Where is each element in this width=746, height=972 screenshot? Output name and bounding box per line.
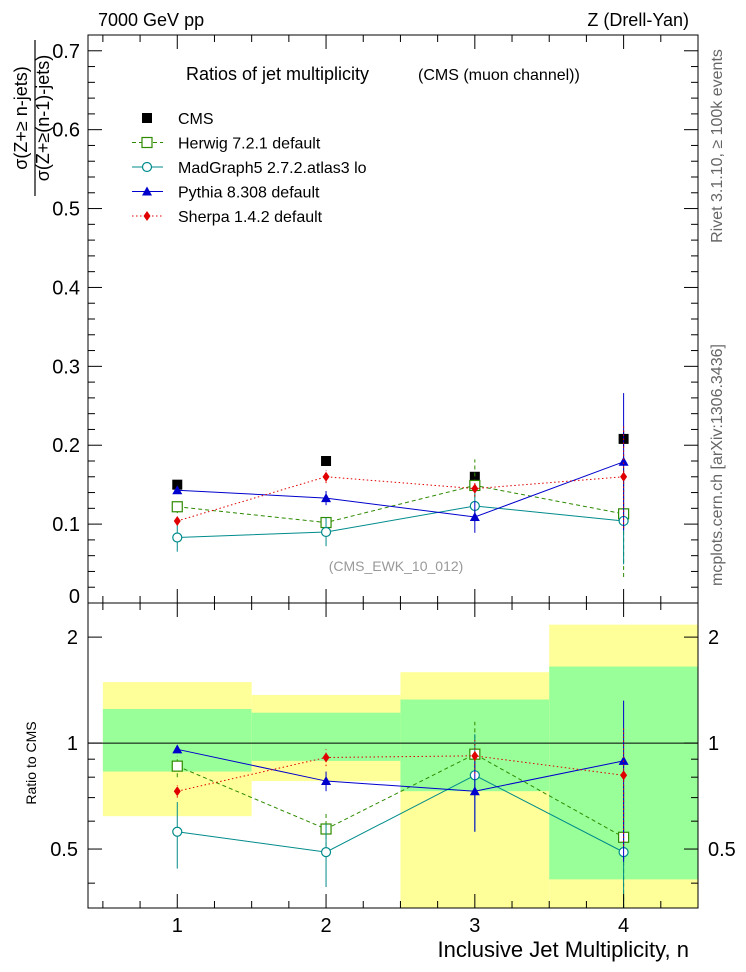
series-line (177, 461, 624, 518)
data-point (171, 501, 183, 513)
ratio-y-axis-label: Ratio to CMS (23, 721, 39, 804)
legend-label: Sherpa 1.4.2 default (178, 209, 323, 226)
ratio-y-tick-label-right: 1 (708, 733, 719, 755)
legend-entry-cms: CMS (142, 111, 214, 128)
header-collision: 7000 GeV pp (98, 10, 204, 30)
y-tick-label: 0.4 (52, 277, 80, 299)
ratio-plot: 0.5 0.5 1 1 2 2 1 2 3 4 (50, 602, 736, 937)
mcplots-label: mcplots.cern.ch [arXiv:1306.3436] (709, 344, 726, 586)
chart-subtitle: (CMS (muon channel)) (418, 67, 580, 84)
data-point (320, 526, 332, 538)
ratio-point (321, 776, 332, 786)
data-point (620, 471, 628, 482)
ratio-y-tick-label-right: 2 (708, 627, 719, 649)
ratio-line (177, 753, 624, 838)
ratio-y-tick-label: 0.5 (50, 839, 78, 861)
legend-label: MadGraph5 2.7.2.atlas3 lo (178, 160, 367, 177)
ratio-point (172, 826, 183, 837)
ratio-point (620, 770, 628, 781)
data-point (173, 515, 181, 526)
series-madgraph5 (172, 477, 629, 565)
data-point (618, 456, 629, 466)
legend-marker (141, 161, 153, 173)
y-tick-label: 0.1 (52, 514, 80, 536)
ratio-point (322, 752, 330, 763)
ratio-point (171, 760, 183, 772)
data-point (469, 512, 480, 522)
legend-entry-pythia: Pythia 8.308 default (132, 185, 320, 202)
ratio-y-tick-label: 1 (67, 733, 78, 755)
data-point (471, 483, 479, 494)
rivet-version-label: Rivet 3.1.10, ≥ 100k events (709, 49, 726, 243)
legend-label: Herwig 7.2.1 default (178, 136, 321, 153)
legend-entry-herwig: Herwig 7.2.1 default (132, 136, 321, 153)
y-axis-label-denominator: σ(Z+≥(n-1)-jets) (33, 55, 53, 182)
data-point (321, 456, 332, 466)
ratio-y-tick-label: 2 (67, 627, 78, 649)
ratio-frame (87, 602, 699, 909)
series-cms (172, 431, 629, 490)
main-plot: 0.1 0.2 0.3 0.4 0.5 0.6 0.7 0 (52, 34, 699, 608)
series-sherpa (173, 425, 628, 529)
y-tick-label: 0.7 (52, 41, 80, 63)
series-line (177, 484, 624, 524)
data-point (469, 471, 480, 482)
legend-marker (142, 113, 152, 123)
x-tick-label: 4 (618, 915, 629, 937)
series-line (177, 505, 624, 539)
series-pythia (172, 393, 629, 533)
ratio-line (177, 748, 624, 792)
ratio-point (469, 786, 480, 796)
header-process: Z (Drell-Yan) (587, 10, 689, 30)
y-tick-label: 0.5 (52, 199, 80, 221)
legend-entry-sherpa: Sherpa 1.4.2 default (132, 209, 323, 226)
ratio-point (618, 755, 629, 765)
ratio-point (320, 847, 332, 858)
legend-label: CMS (178, 111, 214, 128)
legend-marker (143, 211, 151, 221)
chart-title: Ratios of jet multiplicity (186, 64, 369, 84)
legend-marker (141, 136, 153, 149)
y-tick-label: 0.3 (52, 356, 80, 378)
legend-marker (142, 186, 152, 196)
x-axis-label: Inclusive Jet Multiplicity, n (438, 937, 689, 962)
x-tick-label: 1 (172, 915, 183, 937)
data-point (172, 479, 183, 490)
legend-entry-madgraph5: MadGraph5 2.7.2.atlas3 lo (132, 160, 367, 177)
y-tick-label: 0.6 (52, 120, 80, 142)
legend: CMS Herwig 7.2.1 default MadGraph5 2.7.2.a… (132, 111, 367, 226)
data-point (321, 493, 332, 503)
data-point (322, 471, 330, 482)
ratio-y-tick-label-right: 0.5 (708, 839, 736, 861)
y-axis-label-numerator: σ(Z+≥ n-jets) (11, 66, 31, 170)
data-point (172, 485, 183, 495)
ratio-line (177, 774, 624, 853)
x-tick-label: 2 (320, 915, 331, 937)
analysis-id-label: (CMS_EWK_10_012) (329, 558, 464, 574)
ratio-point (173, 786, 181, 797)
legend-label: Pythia 8.308 default (178, 185, 320, 202)
y-tick-label: 0.2 (52, 435, 80, 457)
ratio-series-sherpa (173, 727, 628, 847)
data-point (172, 532, 183, 543)
y-tick-label-zero: 0 (69, 586, 80, 608)
x-tick-label: 3 (469, 915, 480, 937)
ratio-point (471, 750, 479, 761)
ratio-line (177, 755, 624, 792)
ratio-point (172, 744, 183, 754)
